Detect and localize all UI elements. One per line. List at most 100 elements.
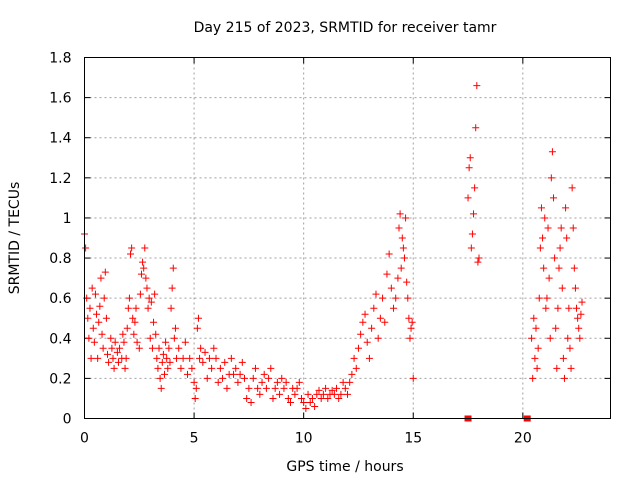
data-point (354, 344, 362, 352)
y-axis-title: SRMTID / TECUs (7, 182, 23, 295)
data-point (216, 364, 224, 372)
data-point (208, 364, 216, 372)
data-point (116, 344, 124, 352)
data-point (333, 384, 341, 392)
data-point (143, 284, 151, 292)
data-point (273, 378, 281, 386)
data-point (262, 384, 270, 392)
data-point (315, 386, 323, 394)
data-point (251, 364, 259, 372)
axis-ticks (84, 57, 611, 419)
data-point (550, 194, 558, 202)
data-point (474, 258, 482, 266)
data-point (398, 234, 406, 242)
data-point (357, 330, 365, 338)
data-point (567, 364, 575, 372)
data-point (402, 214, 410, 222)
data-point (568, 184, 576, 192)
data-point (344, 390, 351, 398)
data-point (465, 164, 473, 172)
data-point (313, 390, 321, 398)
data-point (98, 330, 106, 338)
data-point (368, 324, 376, 332)
data-point (160, 370, 168, 378)
data-point (125, 294, 133, 302)
y-tick-label: 0.6 (49, 291, 71, 307)
data-point (269, 394, 277, 402)
data-point (278, 374, 286, 382)
data-point (133, 338, 141, 346)
data-point (91, 290, 99, 298)
y-tick-label: 1 (63, 211, 72, 227)
data-point (361, 310, 369, 318)
data-point (317, 394, 325, 402)
data-point (372, 290, 380, 298)
data-point (346, 378, 354, 386)
data-point (223, 384, 231, 392)
data-point (154, 364, 162, 372)
data-point (558, 284, 566, 292)
data-point (466, 154, 474, 162)
data-point (136, 290, 144, 298)
data-point (528, 334, 536, 342)
data-point (394, 274, 402, 282)
data-point (101, 268, 109, 276)
data-point (306, 398, 314, 406)
data-point (570, 264, 578, 272)
data-point (399, 244, 407, 252)
data-point (575, 324, 583, 332)
data-point (537, 204, 545, 212)
data-point (197, 344, 205, 352)
x-tick-labels: 0 5 10 15 20 (80, 431, 532, 447)
data-point (86, 304, 94, 312)
data-point (234, 378, 242, 386)
data-point (227, 354, 235, 362)
data-point (188, 364, 196, 372)
data-point (177, 364, 185, 372)
data-point (379, 294, 387, 302)
data-point (532, 324, 540, 332)
data-point (554, 304, 562, 312)
data-point (542, 304, 550, 312)
data-point (147, 298, 155, 306)
data-point (557, 224, 565, 232)
data-point (470, 210, 478, 218)
data-point (109, 354, 117, 362)
data-point (181, 338, 189, 346)
data-point (337, 390, 345, 398)
data-point (151, 290, 159, 298)
data-point (547, 174, 555, 182)
data-point (385, 250, 393, 258)
data-point (170, 334, 178, 342)
data-point (132, 304, 140, 312)
data-points (81, 82, 586, 422)
data-point (363, 338, 371, 346)
data-point (89, 324, 97, 332)
data-point (322, 384, 330, 392)
data-point (295, 378, 303, 386)
data-point (308, 394, 316, 402)
data-point (108, 344, 116, 352)
data-point (475, 254, 483, 262)
data-point (152, 330, 160, 338)
x-tick-label: 5 (190, 431, 199, 447)
data-point (156, 374, 164, 382)
data-point (543, 294, 551, 302)
data-point (254, 384, 262, 392)
y-tick-label: 0.4 (49, 331, 71, 347)
y-tick-label: 0.2 (49, 371, 71, 387)
data-point (258, 378, 266, 386)
data-point (236, 370, 244, 378)
data-point (129, 314, 137, 322)
data-point (574, 314, 582, 322)
data-point (243, 394, 251, 402)
data-point (97, 274, 105, 282)
data-point (392, 294, 400, 302)
data-point (137, 270, 145, 278)
data-point (104, 350, 112, 358)
data-point (381, 318, 389, 326)
data-point (545, 274, 553, 282)
data-point (569, 224, 577, 232)
data-point (559, 354, 567, 362)
